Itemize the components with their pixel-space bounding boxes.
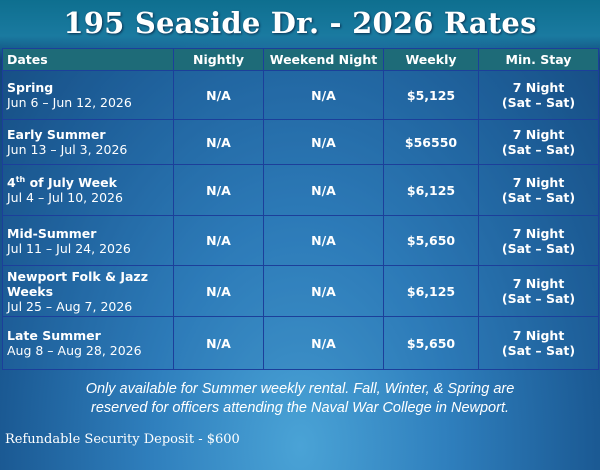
date-range: Jul 11 – Jul 24, 2026 [7, 240, 131, 256]
table-row: Late Summer Aug 8 – Aug 28, 2026 N/A N/A $5,… [2, 316, 599, 370]
weekend-night-cell: N/A [263, 70, 384, 120]
note-line: reserved for officers attending the Nava… [90, 400, 509, 416]
min-stay-cell: 7 Night (Sat – Sat) [478, 164, 599, 216]
weekend-night-cell: N/A [263, 316, 384, 370]
min-stay-cell: 7 Night (Sat – Sat) [478, 215, 599, 266]
nightly-cell: N/A [173, 164, 264, 216]
min-stay-cell: 7 Night (Sat – Sat) [478, 265, 599, 317]
weekend-night-cell: N/A [263, 119, 384, 165]
weekend-night-cell: N/A [263, 265, 384, 317]
dates-cell: Early Summer Jun 13 – Jul 3, 2026 [2, 119, 174, 165]
dates-cell: Mid-Summer Jul 11 – Jul 24, 2026 [2, 215, 174, 266]
weekly-cell: $6,125 [383, 265, 479, 317]
season-name: Mid-Summer [7, 225, 97, 241]
weekly-cell: $5,650 [383, 316, 479, 370]
nightly-cell: N/A [173, 70, 264, 120]
season-name: Newport Folk & Jazz Weeks [7, 268, 148, 299]
security-deposit: Refundable Security Deposit - $600 [5, 432, 240, 447]
page-title: 195 Seaside Dr. - 2026 Rates [63, 6, 537, 40]
table-row: Mid-Summer Jul 11 – Jul 24, 2026 N/A N/A $5,… [2, 215, 599, 266]
table-row: Newport Folk & Jazz Weeks Jul 25 – Aug 7,… [2, 265, 599, 317]
date-range: Jun 6 – Jun 12, 2026 [7, 95, 132, 110]
min-stay-cell: 7 Night (Sat – Sat) [478, 119, 599, 165]
header-dates: Dates [2, 48, 174, 71]
season-name: Late Summer [7, 328, 101, 343]
table-header-row: Dates Nightly Weekend Night Weekly Min. … [2, 48, 599, 71]
date-range: Aug 8 – Aug 28, 2026 [7, 343, 142, 358]
header-min-stay: Min. Stay [478, 48, 599, 71]
min-stay-cell: 7 Night (Sat – Sat) [478, 70, 599, 120]
availability-note: Only available for Summer weekly rental.… [0, 380, 600, 418]
min-stay-cell: 7 Night (Sat – Sat) [478, 316, 599, 370]
nightly-cell: N/A [173, 215, 264, 266]
header-nightly: Nightly [173, 48, 264, 71]
date-range: Jul 4 – Jul 10, 2026 [7, 190, 123, 206]
rates-table: Dates Nightly Weekend Night Weekly Min. … [2, 48, 599, 370]
table-row: 4th of July Week Jul 4 – Jul 10, 2026 N/A N… [2, 164, 599, 216]
table-row: Early Summer Jun 13 – Jul 3, 2026 N/A N/A $5… [2, 119, 599, 165]
season-name: 4th of July Week [7, 174, 117, 191]
header-weekend-night: Weekend Night [263, 48, 384, 71]
table-row: Spring Jun 6 – Jun 12, 2026 N/A N/A $5,125 7 … [2, 70, 599, 120]
date-range: Jul 25 – Aug 7, 2026 [7, 298, 133, 314]
weekly-cell: $56550 [383, 119, 479, 165]
season-name: Early Summer [7, 127, 106, 142]
weekly-cell: $5,125 [383, 70, 479, 120]
date-range: Jun 13 – Jul 3, 2026 [7, 142, 128, 157]
weekly-cell: $5,650 [383, 215, 479, 266]
season-name: Spring [7, 80, 54, 95]
nightly-cell: N/A [173, 265, 264, 317]
header-weekly: Weekly [383, 48, 479, 71]
note-line: Only available for Summer weekly rental.… [85, 381, 515, 397]
weekly-cell: $6,125 [383, 164, 479, 216]
nightly-cell: N/A [173, 316, 264, 370]
weekend-night-cell: N/A [263, 215, 384, 266]
dates-cell: Late Summer Aug 8 – Aug 28, 2026 [2, 316, 174, 370]
dates-cell: Newport Folk & Jazz Weeks Jul 25 – Aug 7,… [2, 265, 174, 317]
dates-cell: Spring Jun 6 – Jun 12, 2026 [2, 70, 174, 120]
weekend-night-cell: N/A [263, 164, 384, 216]
dates-cell: 4th of July Week Jul 4 – Jul 10, 2026 [2, 164, 174, 216]
nightly-cell: N/A [173, 119, 264, 165]
